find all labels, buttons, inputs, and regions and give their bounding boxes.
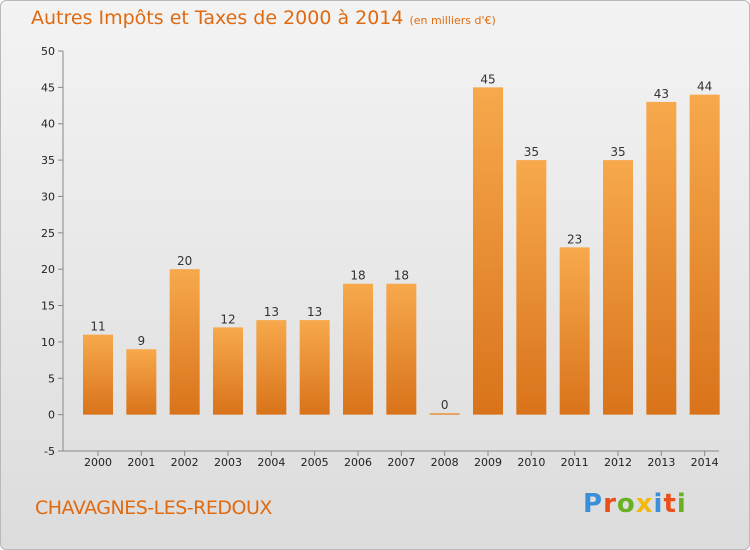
y-tick-label: 15	[41, 300, 55, 313]
x-tick-label-2009: 2009	[474, 456, 502, 469]
data-label-2003: 12	[220, 312, 235, 326]
data-label-2006: 18	[350, 269, 365, 283]
chart-unit: (en milliers d'€)	[409, 14, 496, 27]
data-label-2005: 13	[307, 305, 322, 319]
bar-2013	[646, 101, 677, 415]
data-label-2008: 0	[441, 398, 449, 412]
x-tick-label-2006: 2006	[344, 456, 372, 469]
x-tick-label-2001: 2001	[127, 456, 155, 469]
bar-2006	[343, 283, 373, 415]
logo-letter: i	[676, 489, 687, 519]
x-tick-label-2004: 2004	[257, 456, 285, 469]
y-tick-label: 25	[41, 227, 55, 240]
y-tick-label: 5	[48, 372, 55, 385]
y-tick-label: 35	[41, 154, 55, 167]
data-label-2002: 20	[177, 254, 192, 268]
chart-title-text: Autres Impôts et Taxes de 2000 à 2014	[31, 7, 404, 29]
logo-letter: x	[635, 489, 654, 519]
x-tick-label-2000: 2000	[84, 456, 112, 469]
bar-2007	[386, 283, 417, 415]
x-tick-label-2002: 2002	[171, 456, 199, 469]
logo-letter: o	[616, 489, 636, 519]
bar-2003	[213, 327, 243, 415]
y-tick-label: 0	[48, 409, 55, 422]
x-tick-label-2013: 2013	[647, 456, 675, 469]
bar-2012	[603, 160, 633, 415]
bar-2001	[126, 349, 157, 415]
y-tick-label: 40	[41, 118, 55, 131]
bar-2008	[429, 413, 460, 415]
y-tick-label: 10	[41, 336, 55, 349]
chart-title: Autres Impôts et Taxes de 2000 à 2014 (en…	[31, 7, 496, 29]
data-label-2011: 23	[567, 232, 582, 246]
x-tick-label-2011: 2011	[561, 456, 589, 469]
bar-2004	[256, 320, 287, 415]
y-tick-label: 45	[41, 81, 55, 94]
x-tick-label-2010: 2010	[517, 456, 545, 469]
x-tick-label-2007: 2007	[387, 456, 415, 469]
data-label-2014: 44	[697, 80, 712, 94]
bar-2005	[299, 320, 330, 415]
logo-letter: P	[583, 489, 604, 519]
logo-letter: t	[663, 489, 677, 519]
y-tick-label: 50	[41, 45, 55, 58]
axes: -5 0 5 10 15 20 25 30 35 40 45 50 2000 2001 2002 2003 20…	[41, 45, 719, 469]
proxiti-logo: Proxiti	[583, 489, 687, 519]
bar-2000	[83, 334, 113, 415]
x-tick-label-2012: 2012	[604, 456, 632, 469]
logo-letter: r	[603, 489, 617, 519]
x-tick-label-2003: 2003	[214, 456, 242, 469]
y-tick-label: -5	[44, 445, 55, 458]
data-label-2004: 13	[264, 305, 279, 319]
x-tick-label-2008: 2008	[431, 456, 459, 469]
bar-2014	[689, 94, 720, 415]
data-label-2001: 9	[138, 334, 146, 348]
data-label-2012: 35	[610, 145, 625, 159]
bar-2011	[559, 247, 590, 415]
bar-2009	[473, 87, 503, 415]
data-label-2013: 43	[654, 87, 669, 101]
commune-name: CHAVAGNES-LES-REDOUX	[35, 497, 272, 519]
data-label-2009: 45	[480, 72, 495, 86]
bar-2002	[169, 269, 200, 415]
data-label-2007: 18	[394, 269, 409, 283]
x-tick-label-2005: 2005	[301, 456, 329, 469]
bar-2010	[516, 160, 547, 415]
y-tick-label: 20	[41, 263, 55, 276]
data-label-2000: 11	[90, 320, 105, 334]
logo-letter: i	[653, 489, 664, 519]
y-tick-label: 30	[41, 190, 55, 203]
data-label-2010: 35	[524, 145, 539, 159]
bars: 11 9 20 12 13 13 18 18 0 45 35 23 35 43 44	[83, 72, 720, 415]
x-tick-label-2014: 2014	[691, 456, 719, 469]
